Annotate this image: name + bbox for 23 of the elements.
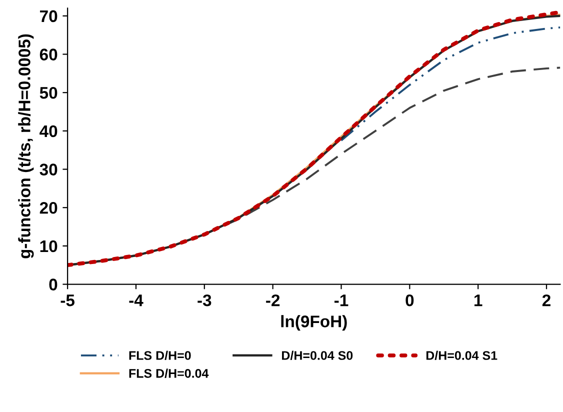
x-tick-label: -1	[334, 294, 348, 306]
x-tick-label: -2	[266, 294, 280, 306]
y-tick-label: 50	[40, 86, 58, 99]
y-axis-title: g-function (t/ts, rb/H=0.0005)	[18, 34, 34, 258]
y-tick-label: 40	[40, 125, 58, 138]
x-tick-label: -4	[129, 294, 144, 306]
y-tick-label: 30	[40, 164, 58, 176]
x-tick-label: 1	[474, 294, 482, 306]
x-tick-label: 2	[542, 294, 550, 306]
x-axis-title: ln(9FoH)	[281, 315, 347, 331]
legend-label: D/H=0.04 S1	[426, 350, 498, 360]
y-tick-label: 10	[40, 240, 58, 252]
x-tick-label: -5	[60, 294, 75, 306]
y-tick-label: 20	[40, 202, 58, 214]
legend-label: FLS D/H=0.04	[129, 368, 209, 378]
legend-label: D/H=0.04 S0	[282, 350, 353, 360]
line-series	[340, 26, 560, 142]
y-tick-label: 0	[49, 278, 58, 290]
x-tick-label: 0	[406, 294, 414, 306]
y-tick-label: 60	[40, 48, 58, 60]
x-tick-label: -3	[198, 294, 212, 306]
legend-label: FLS D/H=0	[129, 350, 191, 360]
y-tick-label: 70	[40, 10, 58, 22]
